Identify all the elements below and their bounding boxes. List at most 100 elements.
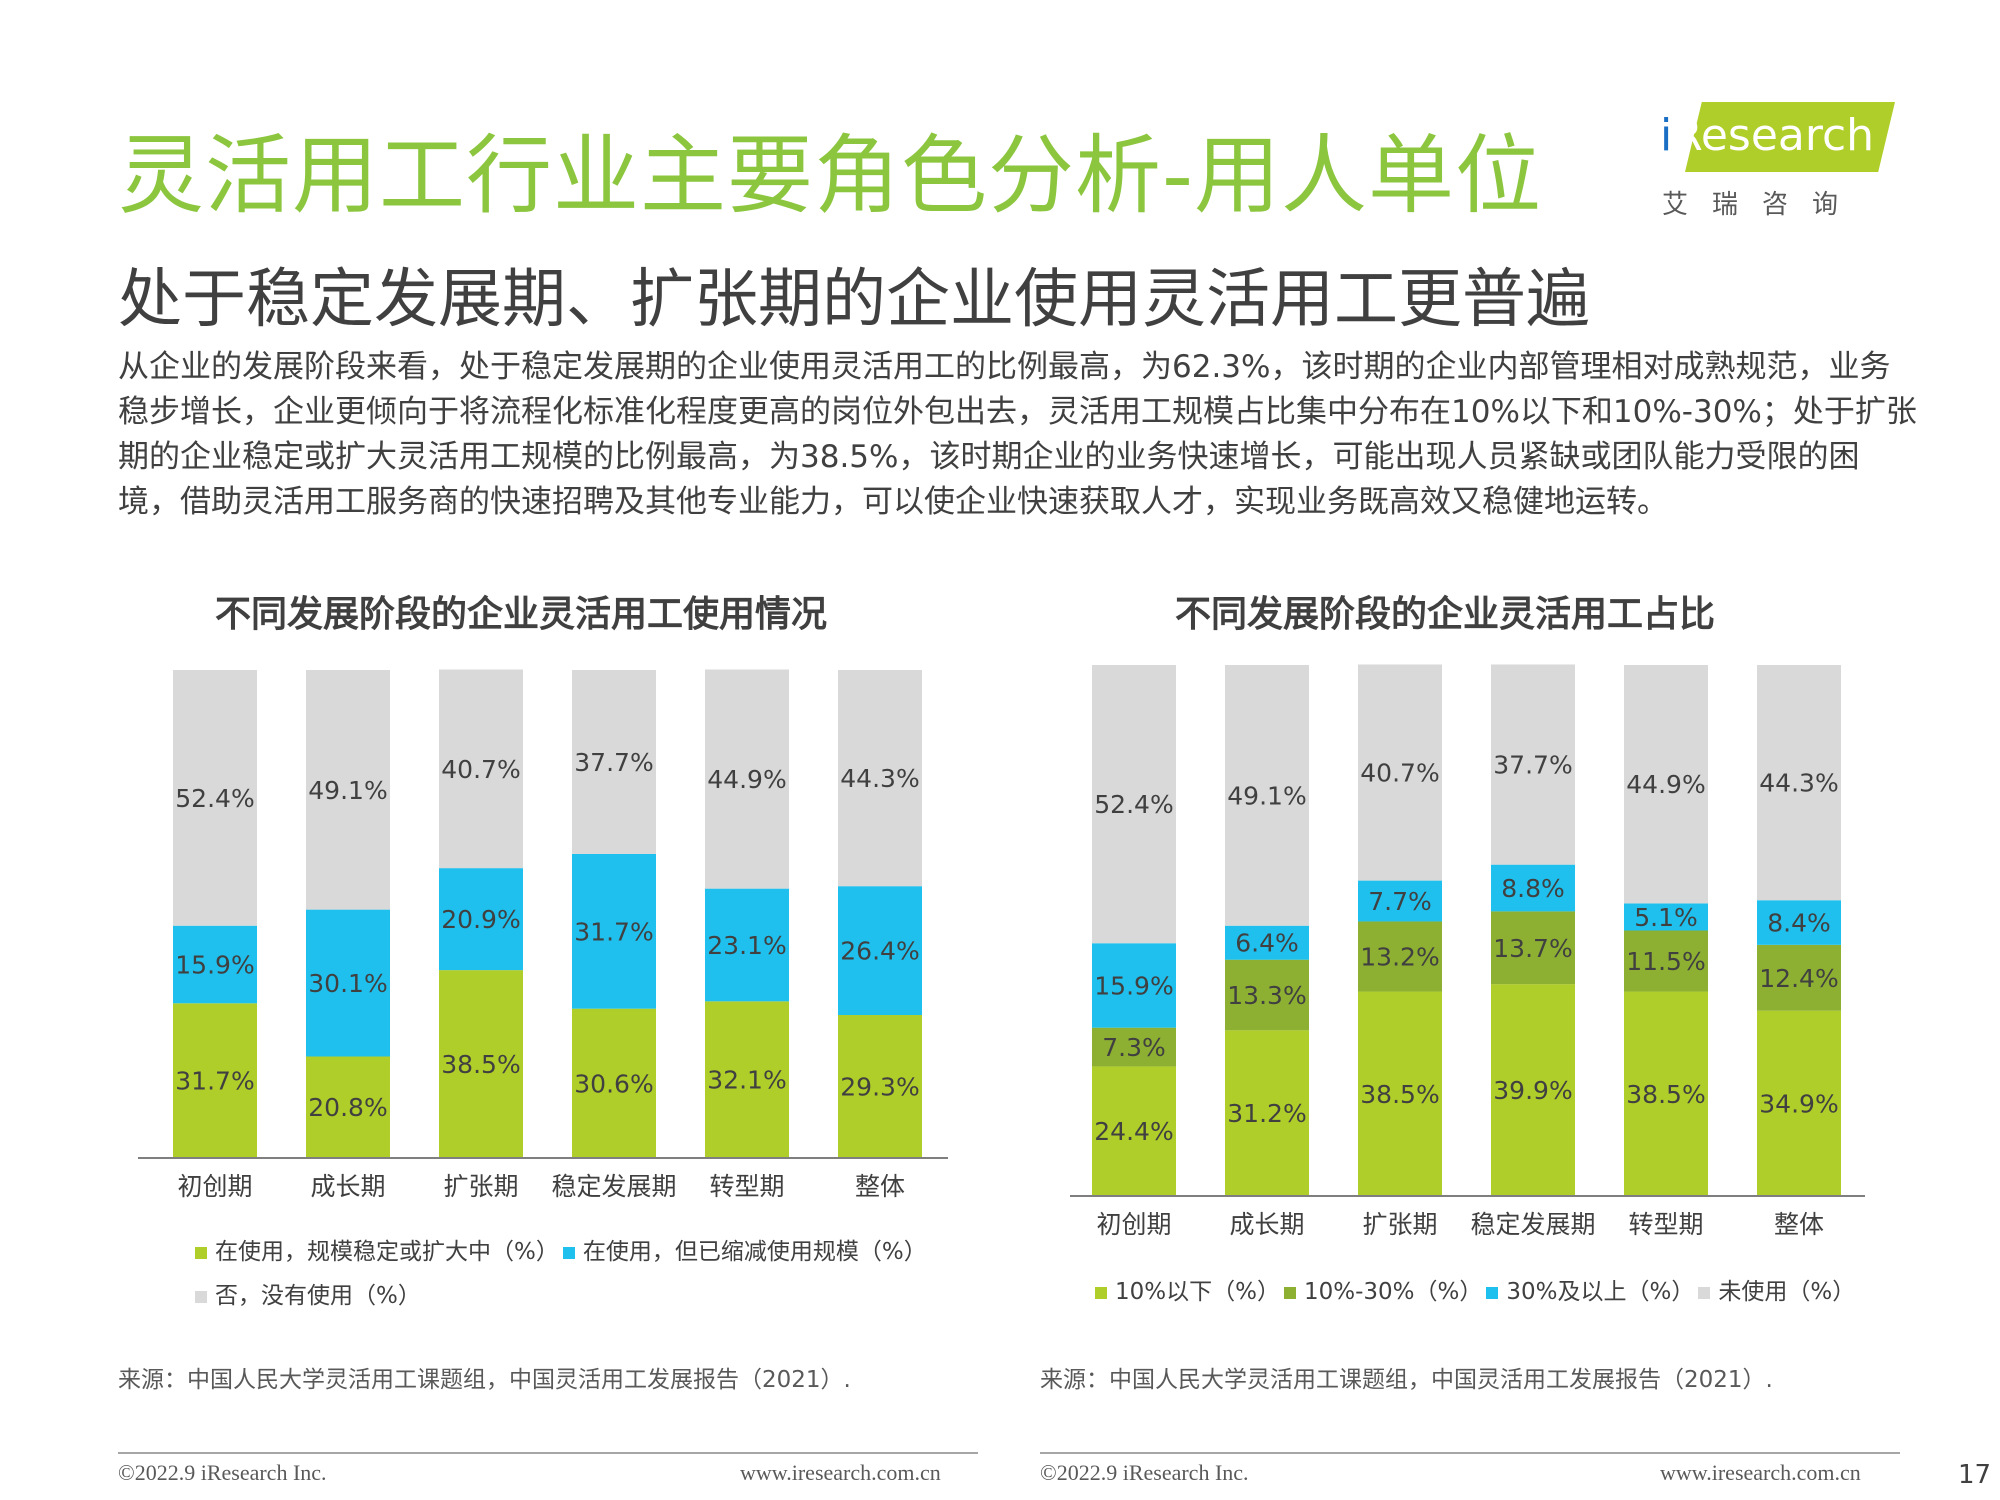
legend-item: 10%以下（%） — [1095, 1270, 1280, 1314]
chart2-bar-segment — [1491, 911, 1575, 985]
legend-swatch — [1095, 1286, 1107, 1299]
chart2-data-label: 31.2% — [1227, 1099, 1306, 1128]
chart1-data-label: 23.1% — [707, 931, 786, 960]
chart1-data-label: 31.7% — [175, 1067, 254, 1096]
footer-url-left[interactable]: www.iresearch.com.cn — [740, 1460, 941, 1485]
iresearch-logo: iResearch 艾瑞咨询 — [1640, 100, 1910, 220]
chart1-bar-segment — [705, 888, 789, 1002]
chart2-data-label: 44.9% — [1626, 770, 1705, 799]
chart2-category-label: 整体 — [1774, 1210, 1824, 1239]
chart1-data-label: 15.9% — [175, 951, 254, 980]
chart2-bar-segment — [1757, 900, 1841, 945]
legend-item: 在使用，但已缩减使用规模（%） — [562, 1230, 927, 1274]
logo-banner — [1685, 102, 1895, 172]
chart2-bar-segment — [1092, 1066, 1176, 1196]
chart2-data-label: 34.9% — [1759, 1089, 1838, 1118]
chart1-data-label: 20.9% — [441, 905, 520, 934]
chart2-source: 来源：中国人民大学灵活用工课题组，中国灵活用工发展报告（2021）. — [1040, 1367, 1773, 1393]
chart1-bar-segment — [439, 970, 523, 1158]
chart1-bar-segment — [705, 669, 789, 889]
page-subtitle: 处于稳定发展期、扩张期的企业使用灵活用工更普遍 — [118, 263, 1590, 337]
chart1-data-label: 20.8% — [308, 1093, 387, 1122]
chart1-bar-segment — [572, 670, 656, 854]
chart2-data-label: 39.9% — [1493, 1076, 1572, 1105]
chart2-bar-segment — [1225, 925, 1309, 960]
legend-label: 否，没有使用（%） — [215, 1283, 421, 1309]
chart2-data-label: 38.5% — [1626, 1080, 1705, 1109]
chart2-category-label: 初创期 — [1096, 1210, 1171, 1239]
chart1-category-label: 转型期 — [709, 1172, 784, 1201]
legend-swatch — [195, 1246, 207, 1259]
summary-paragraph: 从企业的发展阶段来看，处于稳定发展期的企业使用灵活用工的比例最高，为62.3%，… — [118, 349, 1917, 520]
chart2-data-label: 37.7% — [1493, 751, 1572, 780]
legend-swatch — [195, 1290, 207, 1303]
chart1-data-label: 52.4% — [175, 784, 254, 813]
chart2-bar-segment — [1491, 984, 1575, 1196]
chart1-category-label: 扩张期 — [443, 1172, 518, 1201]
chart2-bar-segment — [1491, 864, 1575, 912]
chart2-data-label: 12.4% — [1759, 964, 1838, 993]
chart2-bar-segment — [1225, 665, 1309, 926]
legend-label: 30%及以上（%） — [1506, 1279, 1695, 1305]
chart2-data-label: 40.7% — [1360, 759, 1439, 788]
chart1-data-label: 31.7% — [574, 917, 653, 946]
legend-item: 30%及以上（%） — [1486, 1270, 1694, 1314]
legend-swatch — [1486, 1286, 1499, 1299]
footer-copyright-left: ©2022.9 iResearch Inc. — [118, 1460, 327, 1485]
chart1-bar-segment — [306, 1056, 390, 1158]
chart2-legend: 10%以下（%） 10%-30%（%） 30%及以上（%） 未使用（%） — [1095, 1270, 1859, 1314]
chart2-bar-segment — [1624, 991, 1708, 1196]
footer-divider-right — [1040, 1452, 1900, 1454]
chart1-data-label: 38.5% — [441, 1050, 520, 1079]
chart2-category-label: 扩张期 — [1362, 1210, 1437, 1239]
legend-label: 未使用（%） — [1718, 1279, 1856, 1305]
legend-item: 否，没有使用（%） — [195, 1274, 421, 1318]
chart1-category-label: 成长期 — [310, 1172, 385, 1201]
chart1-bar-segment — [439, 669, 523, 869]
chart2-data-label: 7.7% — [1368, 887, 1432, 916]
chart2-bar-segment — [1757, 665, 1841, 901]
chart2-title: 不同发展阶段的企业灵活用工占比 — [1175, 594, 1716, 635]
chart2-data-label: 7.3% — [1102, 1033, 1166, 1062]
logo-word: Research — [1672, 110, 1875, 161]
legend-row: 在使用，规模稳定或扩大中（%） 在使用，但已缩减使用规模（%） — [195, 1230, 931, 1274]
chart1-legend: 在使用，规模稳定或扩大中（%） 在使用，但已缩减使用规模（%） 否，没有使用（%） — [195, 1230, 931, 1318]
chart2-bar-segment — [1358, 921, 1442, 992]
chart2-bar-segment — [1757, 944, 1841, 1011]
legend-swatch — [1283, 1286, 1296, 1299]
chart2-bar-segment — [1092, 665, 1176, 944]
chart2-bar-segment — [1225, 959, 1309, 1031]
chart1-bar-segment — [572, 853, 656, 1009]
chart1-bar-segment — [838, 670, 922, 887]
legend-label: 10%-30%（%） — [1303, 1279, 1483, 1305]
chart1-data-label: 40.7% — [441, 755, 520, 784]
page-title: 灵活用工行业主要角色分析-用人单位 — [118, 126, 1543, 226]
chart2-data-label: 49.1% — [1227, 781, 1306, 810]
chart1-data-label: 49.1% — [308, 776, 387, 805]
chart2-bar-segment — [1092, 1027, 1176, 1067]
chart1-data-label: 29.3% — [840, 1073, 919, 1102]
logo-wordmark: iResearch — [1660, 110, 1874, 161]
chart1-bar-segment — [572, 1008, 656, 1158]
chart2-data-label: 13.2% — [1360, 943, 1439, 972]
chart2-bar-segment — [1624, 930, 1708, 992]
logo-i: i — [1660, 110, 1673, 161]
legend-swatch — [562, 1246, 575, 1259]
chart1-title: 不同发展阶段的企业灵活用工使用情况 — [215, 594, 828, 635]
footer-divider-left — [118, 1452, 978, 1454]
chart1-category-label: 初创期 — [177, 1172, 252, 1201]
footer-url-right[interactable]: www.iresearch.com.cn — [1660, 1460, 1861, 1485]
chart2-category-label: 转型期 — [1628, 1210, 1703, 1239]
chart2-data-label: 6.4% — [1235, 929, 1299, 958]
legend-item: 10%-30%（%） — [1283, 1270, 1483, 1314]
chart2-data-label: 13.7% — [1493, 934, 1572, 963]
chart1-data-label: 30.1% — [308, 969, 387, 998]
chart1-bar-segment — [173, 925, 257, 1004]
chart1-bar-segment — [439, 868, 523, 971]
chart2-bar-segment — [1358, 991, 1442, 1196]
chart2-bar-segment — [1491, 664, 1575, 865]
legend-item: 未使用（%） — [1698, 1270, 1855, 1314]
legend-row: 10%以下（%） 10%-30%（%） 30%及以上（%） 未使用（%） — [1095, 1270, 1859, 1314]
chart2-data-label: 8.8% — [1501, 874, 1565, 903]
chart2-data-label: 8.4% — [1767, 909, 1831, 938]
